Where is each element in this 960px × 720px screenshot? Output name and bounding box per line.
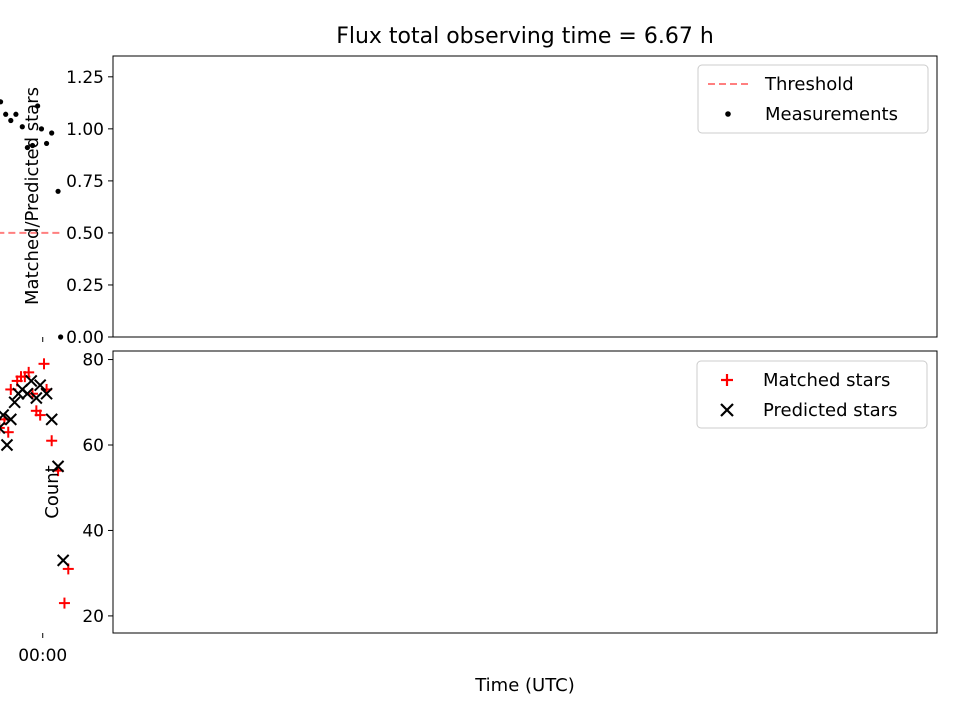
y-tick-label: 0.75 [66, 172, 104, 192]
predicted-star-point [8, 396, 21, 409]
bottom-y-axis-label: Count [42, 465, 63, 518]
predicted-star-point [56, 554, 70, 567]
bottom-predicted-points [0, 374, 70, 567]
predicted-star-point [4, 413, 18, 426]
bottom-legend: Matched stars Predicted stars [696, 360, 928, 429]
measurement-point [29, 142, 36, 149]
y-tick-label: 60 [82, 436, 104, 456]
predicted-star-point [33, 378, 47, 392]
chart-title: Flux total observing time = 6.67 h [336, 24, 714, 49]
predicted-star-point [12, 387, 25, 400]
measurement-point [3, 111, 9, 117]
predicted-star-point [45, 413, 58, 426]
measurement-point [8, 117, 14, 124]
bottom-y-ticks: 20 40 60 80 [82, 351, 113, 627]
y-tick-label: 0.50 [66, 224, 104, 244]
predicted-star-point [0, 421, 6, 435]
y-tick-label: 1.25 [66, 68, 104, 88]
measurement-point [13, 111, 19, 117]
x-axis-label: Time (UTC) [474, 675, 575, 696]
matched-star-point [0, 422, 5, 434]
measurement-point [19, 124, 25, 130]
bottom-legend-box [696, 360, 928, 429]
top-y-axis-label: Matched/Predicted stars [22, 87, 43, 305]
matched-star-point [38, 358, 50, 370]
y-tick-label: 0.25 [66, 276, 104, 296]
measurement-point [55, 188, 61, 194]
matched-star-point [58, 597, 70, 609]
x-tick-label: 00:00 [18, 646, 67, 666]
legend-measurements-label: Measurements [765, 104, 898, 125]
legend-matched-label: Matched stars [763, 370, 890, 391]
measurement-point [35, 103, 41, 109]
y-tick-label: 80 [82, 351, 104, 371]
legend-predicted-label: Predicted stars [763, 400, 897, 421]
measurement-point [58, 334, 64, 340]
top-legend: Threshold Measurements [697, 64, 929, 134]
measurement-point [38, 126, 45, 132]
predicted-star-point [0, 408, 10, 422]
legend-threshold-label: Threshold [764, 74, 854, 95]
measurement-point [49, 130, 55, 136]
bottom-x-ticks: 00:0002:0004:0006:0008:0010:00 [18, 633, 67, 666]
top-measurement-points [0, 99, 64, 340]
matched-star-point [30, 405, 42, 417]
predicted-star-point [51, 460, 65, 473]
legend-measurements-swatch [725, 111, 731, 117]
top-y-ticks: 0.00 0.25 0.50 0.75 1.00 1.25 [66, 68, 113, 348]
predicted-star-point [30, 391, 43, 405]
top-plot-frame [112, 55, 938, 338]
top-x-ticks [42, 337, 44, 342]
measurement-point [24, 144, 31, 151]
predicted-star-point [40, 387, 53, 400]
y-tick-label: 1.00 [66, 120, 104, 140]
legend-matched-swatch [721, 374, 733, 386]
measurement-point [0, 99, 4, 105]
legend-predicted-swatch [720, 403, 734, 417]
y-tick-label: 20 [82, 607, 104, 627]
matched-star-point [46, 435, 58, 447]
y-tick-label: 40 [82, 521, 104, 541]
top-legend-box [697, 64, 929, 134]
bottom-plot-frame [112, 350, 938, 634]
top-panel: 0.00 0.25 0.50 0.75 1.00 1.25 Matched/Predict… [0, 55, 938, 348]
measurement-point [43, 140, 50, 147]
y-tick-label: 0.00 [66, 328, 104, 348]
predicted-star-point [0, 438, 14, 452]
